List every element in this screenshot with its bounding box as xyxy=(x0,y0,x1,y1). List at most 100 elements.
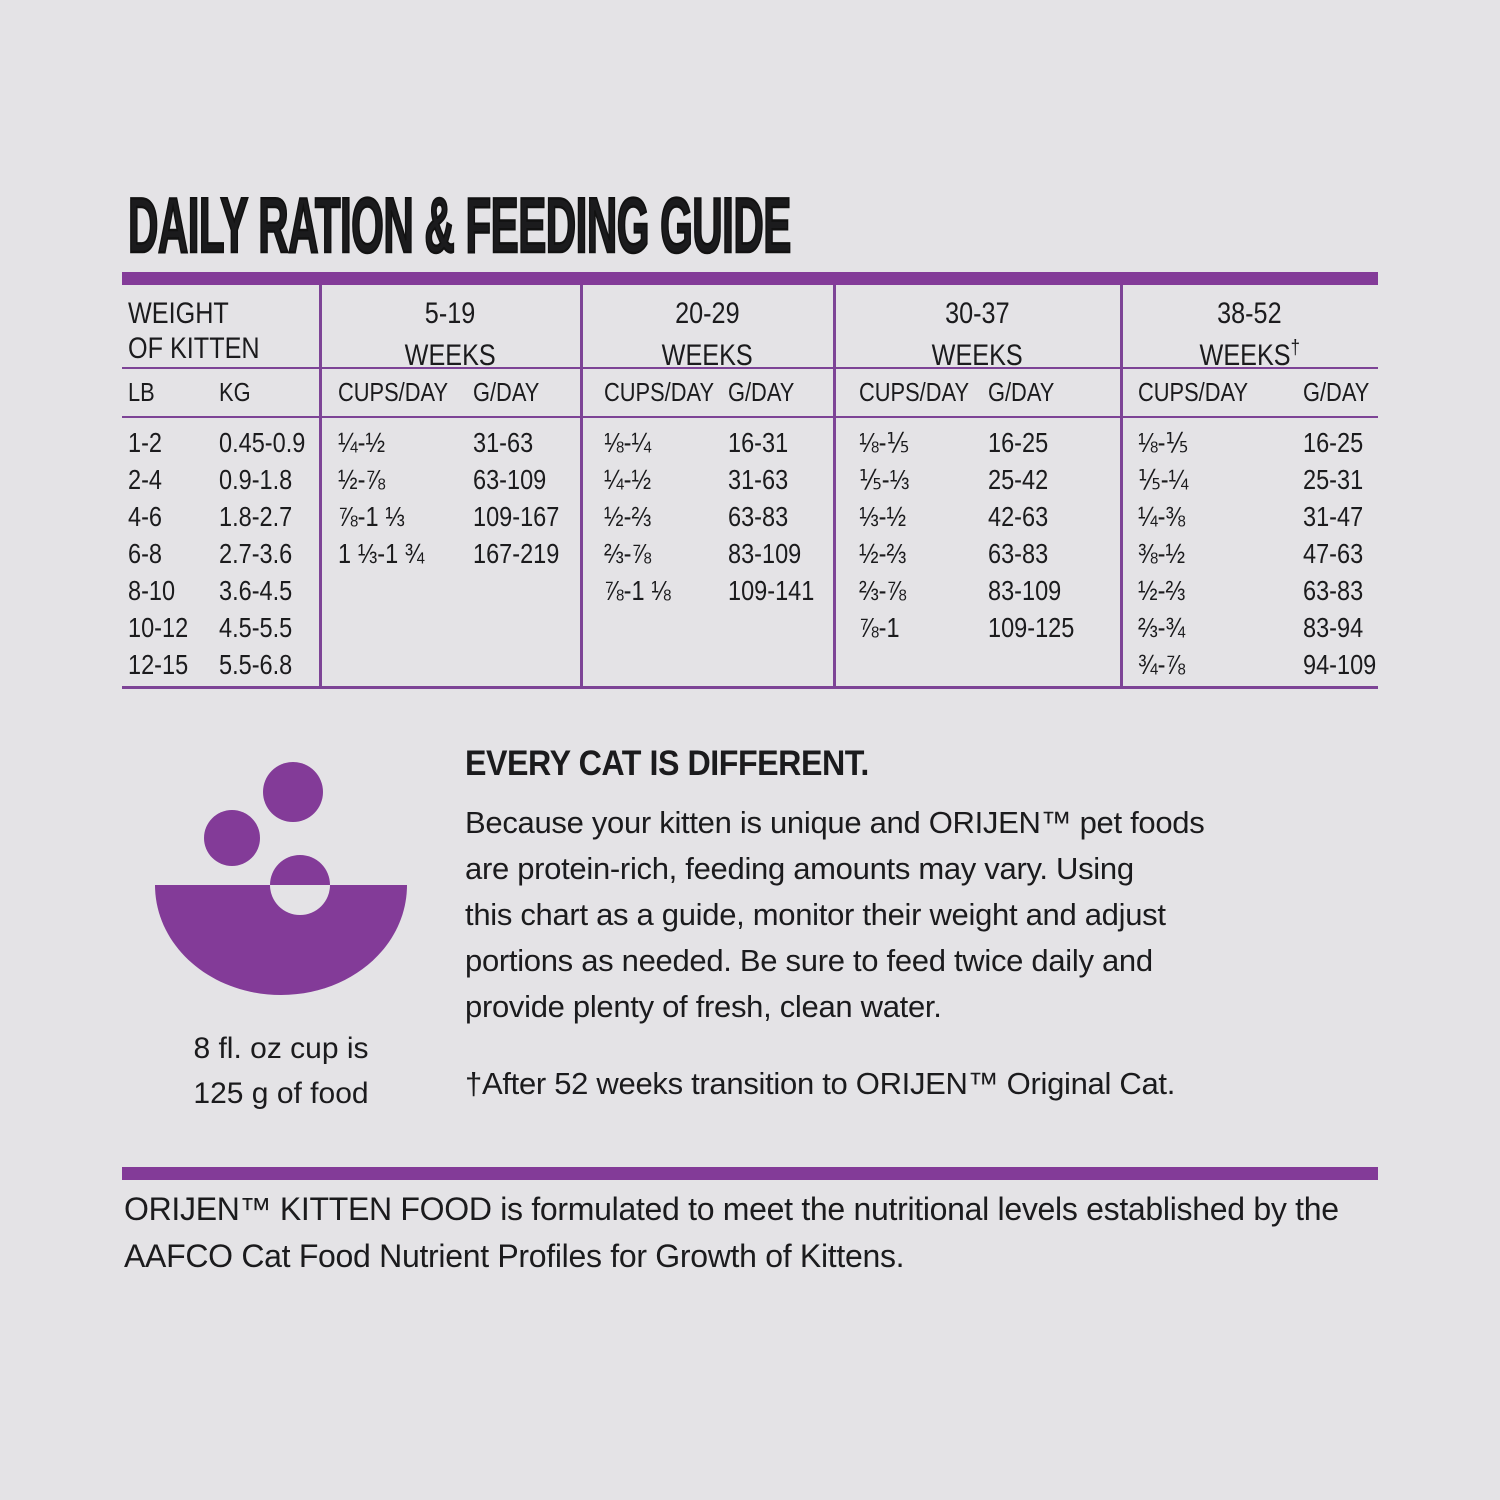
table-cell: 0.45-0.9 xyxy=(219,426,306,458)
info-heading: EVERY CAT IS DIFFERENT. xyxy=(465,744,869,783)
table-cell: ½-⅞ xyxy=(338,463,386,495)
table-cell: 2-4 xyxy=(128,463,162,495)
table-cell: 0.9-1.8 xyxy=(219,463,293,495)
table-cell: 1.8-2.7 xyxy=(219,500,293,532)
table-cell: 83-94 xyxy=(1303,611,1364,643)
table-row: 4-6 1.8-2.7 ⅞-1 ⅓ 109-167 ½-⅔ 63-83 ⅓-½ 42-63 ¼-… xyxy=(122,498,1378,535)
table-cell: 63-83 xyxy=(1303,574,1364,606)
table-row: 1-2 0.45-0.9 ¼-½ 31-63 ⅛-¼ 16-31 ⅛-⅕ 16-25 ⅛-⅕ 16… xyxy=(122,424,1378,461)
table-cell xyxy=(581,649,710,681)
table-cell: ⅛-¼ xyxy=(604,426,652,458)
table-cell: 109-167 xyxy=(473,500,560,532)
table-divider-line xyxy=(122,416,1378,418)
table-cell: ⅞-1 xyxy=(859,611,900,643)
subheader-g: G/DAY xyxy=(473,377,540,407)
table-cell: 63-83 xyxy=(988,537,1049,569)
table-row: 6-8 2.7-3.6 1 ⅓-1 ¾ 167-219 ⅔-⅞ 83-109 ½-⅔ 63-8… xyxy=(122,535,1378,572)
table-column-divider xyxy=(319,285,322,689)
subheader-cups: CUPS/DAY xyxy=(859,377,970,407)
table-cell xyxy=(970,649,1121,681)
transition-footnote: †After 52 weeks transition to ORIJEN™ Or… xyxy=(465,1066,1176,1101)
table-cell: 1 ⅓-1 ¾ xyxy=(338,537,425,569)
subheader-lb: LB xyxy=(128,377,155,407)
table-cell: ⅞-1 ⅛ xyxy=(604,574,671,606)
table-cell: 5.5-6.8 xyxy=(219,648,293,680)
table-cell: ⅜-½ xyxy=(1138,537,1186,569)
column-header-weeks-20-29: 20-29 WEEKS xyxy=(661,297,754,372)
subheader-cups: CUPS/DAY xyxy=(604,377,715,407)
table-cell: ¼-½ xyxy=(338,426,386,458)
table-cell xyxy=(834,649,970,681)
table-cell: ⅕-⅓ xyxy=(859,464,910,495)
table-cell: ⅛-⅕ xyxy=(1138,427,1189,458)
table-cell: 25-31 xyxy=(1303,463,1364,495)
aafco-statement: ORIJEN™ KITTEN FOOD is formulated to mee… xyxy=(124,1191,1339,1274)
table-cell: 47-63 xyxy=(1303,537,1364,569)
table-column-divider xyxy=(833,285,836,689)
table-cell: 25-42 xyxy=(988,463,1049,495)
table-cell: 16-31 xyxy=(728,426,789,458)
table-cell: 109-141 xyxy=(728,574,815,606)
table-cell: 4-6 xyxy=(128,500,162,532)
table-cell: 16-25 xyxy=(1303,426,1364,458)
table-cell: ⅕-¼ xyxy=(1138,464,1189,495)
table-cell: ⅛-⅕ xyxy=(859,427,910,458)
table-cell: 167-219 xyxy=(473,537,560,569)
subheader-cups: CUPS/DAY xyxy=(1138,377,1249,407)
table-cell: 31-63 xyxy=(473,426,534,458)
table-cell xyxy=(320,612,455,644)
table-cell: ⅞-1 ⅓ xyxy=(338,500,405,532)
table-cell: ⅔-¾ xyxy=(1138,611,1186,643)
table-cell: 31-47 xyxy=(1303,500,1364,532)
column-header-weeks-38-52: 38-52 WEEKS† xyxy=(1199,297,1300,372)
table-subheader-row: LB KG CUPS/DAY G/DAY CUPS/DAY G/DAY CUPS… xyxy=(122,369,1378,416)
table-divider-line xyxy=(122,367,1378,369)
column-header-weight: WEIGHT OF KITTEN xyxy=(128,297,260,365)
table-cell xyxy=(710,612,834,644)
table-cell: ⅓-½ xyxy=(859,500,907,532)
table-body: 1-2 0.45-0.9 ¼-½ 31-63 ⅛-¼ 16-31 ⅛-⅕ 16-25 ⅛-⅕ 16… xyxy=(122,418,1378,686)
table-header-row: WEIGHT OF KITTEN 5-19 WEEKS 20-29 WEEKS … xyxy=(122,285,1378,372)
table-cell: ½-⅔ xyxy=(859,537,907,569)
table-cell: 63-83 xyxy=(728,500,789,532)
subheader-g: G/DAY xyxy=(1303,377,1370,407)
feeding-table: WEIGHT OF KITTEN 5-19 WEEKS 20-29 WEEKS … xyxy=(122,272,1378,689)
table-cell xyxy=(710,649,834,681)
subheader-kg: KG xyxy=(219,377,251,407)
table-cell: 63-109 xyxy=(473,463,547,495)
table-cell: 4.5-5.5 xyxy=(219,611,293,643)
subheader-g: G/DAY xyxy=(988,377,1055,407)
subheader-cups: CUPS/DAY xyxy=(338,377,449,407)
table-cell: ¾-⅞ xyxy=(1138,648,1186,680)
subheader-g: G/DAY xyxy=(728,377,795,407)
table-row: 8-10 3.6-4.5 ⅞-1 ⅛ 109-141 ⅔-⅞ 83-109 ½-⅔ 63-83 xyxy=(122,572,1378,609)
table-cell: 8-10 xyxy=(128,574,176,606)
footer-divider-bar xyxy=(122,1167,1378,1180)
table-cell: ⅔-⅞ xyxy=(604,537,652,569)
food-bowl-icon xyxy=(150,748,460,1008)
table-cell xyxy=(455,649,581,681)
table-cell xyxy=(455,612,581,644)
table-cell xyxy=(320,575,455,607)
table-cell: 83-109 xyxy=(728,537,802,569)
column-header-weeks-30-37: 30-37 WEEKS xyxy=(931,297,1024,372)
table-cell: 10-12 xyxy=(128,611,189,643)
table-cell: ⅔-⅞ xyxy=(859,574,907,606)
table-cell: 83-109 xyxy=(988,574,1062,606)
table-cell: 6-8 xyxy=(128,537,162,569)
table-cell: 16-25 xyxy=(988,426,1049,458)
table-column-divider xyxy=(1120,285,1123,689)
table-cell: 31-63 xyxy=(728,463,789,495)
table-cell xyxy=(320,649,455,681)
table-cell: ¼-½ xyxy=(604,463,652,495)
table-cell: ½-⅔ xyxy=(1138,574,1186,606)
table-cell: ¼-⅜ xyxy=(1138,500,1186,532)
table-cell: 12-15 xyxy=(128,648,189,680)
column-header-weeks-5-19: 5-19 WEEKS xyxy=(404,297,497,372)
table-row: 12-15 5.5-6.8 ¾-⅞ 94-109 xyxy=(122,646,1378,683)
table-row: 10-12 4.5-5.5 ⅞-1 109-125 ⅔-¾ 83-94 xyxy=(122,609,1378,646)
table-cell: 3.6-4.5 xyxy=(219,574,293,606)
table-cell: 94-109 xyxy=(1303,648,1377,680)
table-cell: 109-125 xyxy=(988,611,1075,643)
